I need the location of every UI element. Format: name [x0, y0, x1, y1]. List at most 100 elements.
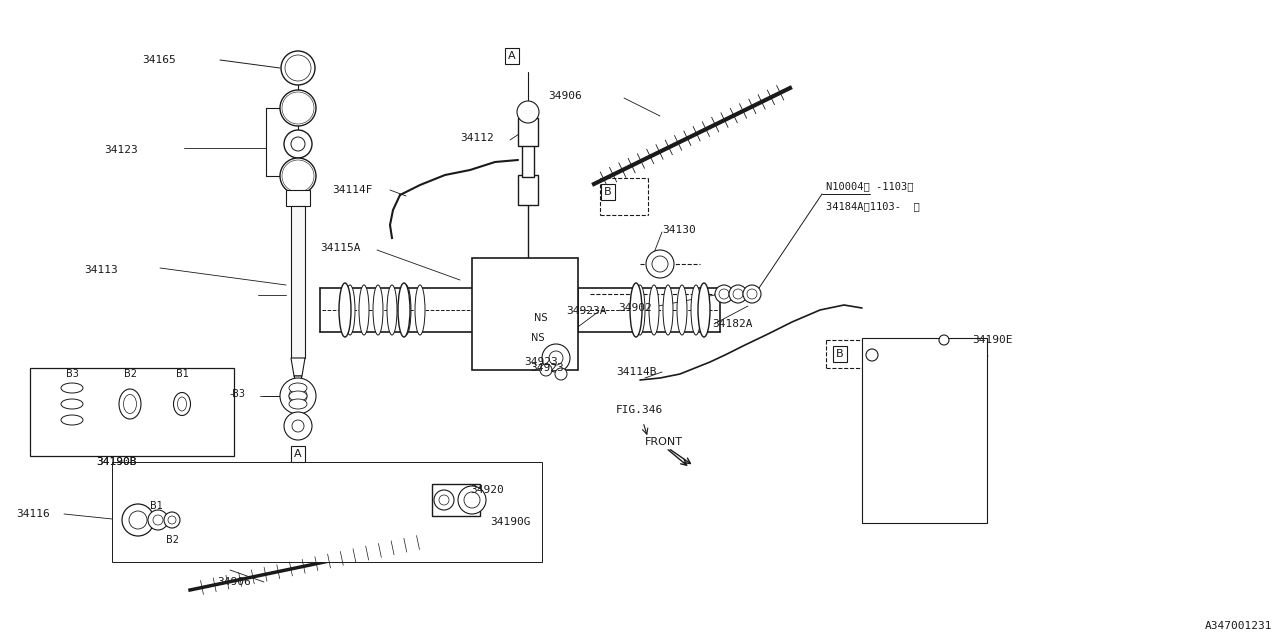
Ellipse shape	[289, 383, 307, 393]
Circle shape	[280, 90, 316, 126]
Text: 34902: 34902	[618, 303, 652, 313]
Circle shape	[867, 349, 878, 361]
Text: B1: B1	[150, 501, 163, 511]
Ellipse shape	[61, 415, 83, 425]
Polygon shape	[294, 376, 302, 388]
Ellipse shape	[398, 283, 410, 337]
Bar	[29, 368, 234, 456]
Text: A347001231: A347001231	[1204, 621, 1272, 631]
Text: N10004（ -1103）: N10004（ -1103）	[826, 181, 914, 191]
Text: 34165: 34165	[142, 55, 175, 65]
Ellipse shape	[401, 285, 411, 335]
Circle shape	[556, 368, 567, 380]
Text: B2: B2	[165, 535, 178, 545]
Text: 34923: 34923	[524, 357, 558, 367]
Circle shape	[517, 101, 539, 123]
Text: 34113: 34113	[84, 265, 118, 275]
Circle shape	[291, 137, 305, 151]
Text: 34923A: 34923A	[566, 306, 607, 316]
Ellipse shape	[346, 285, 355, 335]
Circle shape	[289, 387, 307, 405]
Text: 34115A: 34115A	[320, 243, 361, 253]
Circle shape	[284, 162, 312, 190]
Circle shape	[284, 412, 312, 440]
Bar	[113, 462, 541, 562]
Text: B2: B2	[123, 369, 137, 379]
Polygon shape	[291, 358, 305, 376]
Circle shape	[122, 504, 154, 536]
Circle shape	[282, 160, 314, 192]
Circle shape	[292, 420, 305, 432]
Circle shape	[730, 285, 748, 303]
Circle shape	[940, 335, 948, 345]
Circle shape	[284, 94, 312, 122]
Text: B3: B3	[65, 369, 78, 379]
Ellipse shape	[630, 283, 643, 337]
Circle shape	[646, 250, 675, 278]
Ellipse shape	[635, 285, 645, 335]
Circle shape	[465, 492, 480, 508]
Bar	[472, 258, 579, 370]
Circle shape	[164, 512, 180, 528]
Ellipse shape	[649, 285, 659, 335]
Text: FIG.346: FIG.346	[616, 405, 663, 415]
Circle shape	[282, 51, 315, 85]
Circle shape	[716, 285, 733, 303]
Ellipse shape	[677, 285, 687, 335]
Ellipse shape	[174, 392, 191, 415]
Ellipse shape	[372, 285, 383, 335]
Circle shape	[285, 55, 311, 81]
Ellipse shape	[178, 397, 187, 411]
Circle shape	[129, 511, 147, 529]
Text: NS: NS	[534, 313, 548, 323]
Text: 34190G: 34190G	[490, 517, 530, 527]
Circle shape	[742, 285, 762, 303]
Bar	[518, 118, 538, 146]
Text: 34190B: 34190B	[96, 457, 136, 467]
Bar	[518, 175, 538, 205]
Ellipse shape	[698, 283, 710, 337]
Text: 34923: 34923	[530, 363, 563, 373]
Ellipse shape	[663, 285, 673, 335]
Bar	[291, 206, 305, 358]
Text: 34920: 34920	[470, 485, 504, 495]
Bar	[285, 190, 310, 206]
Circle shape	[458, 486, 486, 514]
Text: 34190E: 34190E	[972, 335, 1012, 345]
Text: A: A	[508, 51, 516, 61]
Text: B: B	[836, 349, 844, 359]
Text: 34123: 34123	[104, 145, 138, 155]
Ellipse shape	[123, 394, 137, 413]
Circle shape	[748, 289, 756, 299]
Text: A: A	[294, 449, 302, 459]
Text: 34906: 34906	[218, 577, 251, 587]
Circle shape	[439, 495, 449, 505]
Circle shape	[148, 510, 168, 530]
Circle shape	[168, 516, 177, 524]
Text: 34114B: 34114B	[616, 367, 657, 377]
Circle shape	[541, 344, 570, 372]
Circle shape	[280, 378, 316, 414]
Circle shape	[288, 166, 308, 186]
Circle shape	[288, 98, 308, 118]
Text: B: B	[604, 187, 612, 197]
Text: FRONT: FRONT	[645, 437, 684, 447]
Bar	[522, 145, 534, 177]
Bar	[433, 484, 480, 516]
Ellipse shape	[61, 383, 83, 393]
Circle shape	[280, 158, 316, 194]
Text: 34184A（1103-  ）: 34184A（1103- ）	[826, 201, 920, 211]
Ellipse shape	[289, 391, 307, 401]
Circle shape	[434, 490, 454, 510]
Circle shape	[154, 515, 163, 525]
Circle shape	[652, 256, 668, 272]
Text: 34190B: 34190B	[96, 457, 136, 467]
Ellipse shape	[289, 399, 307, 409]
Circle shape	[540, 364, 552, 376]
Bar	[861, 338, 987, 523]
Text: NS: NS	[531, 333, 545, 343]
Ellipse shape	[415, 285, 425, 335]
Circle shape	[719, 289, 730, 299]
Text: 34906: 34906	[548, 91, 581, 101]
Circle shape	[733, 289, 742, 299]
